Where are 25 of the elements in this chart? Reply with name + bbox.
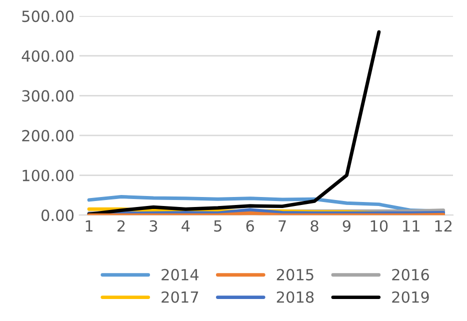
line-series: [87, 30, 381, 216]
x-tick-label: 5: [214, 220, 222, 232]
y-tick-label: 0.00: [42, 210, 74, 222]
x-tick-label: 3: [150, 220, 158, 232]
legend-label: 2016: [392, 268, 429, 280]
legend-label: 2018: [276, 291, 314, 303]
y-tick-label: 500.00: [22, 10, 74, 22]
x-tick-label: 1: [86, 220, 92, 232]
legend-label: 2014: [162, 268, 199, 280]
legend-label: 2017: [162, 291, 198, 303]
x-tick-label: 7: [278, 220, 286, 232]
x-tick-label: 8: [310, 220, 318, 232]
legend-label: 2019: [392, 291, 429, 303]
x-tick-label: 12: [435, 220, 452, 232]
y-tick-label: 100.00: [22, 170, 74, 182]
x-tick-label: 2: [118, 220, 125, 232]
x-tick-label: 10: [370, 220, 388, 232]
x-tick-label: 4: [182, 220, 190, 232]
legend-label: 2015: [276, 268, 314, 280]
y-tick-label: 400.00: [22, 50, 74, 62]
x-tick-label: 9: [342, 220, 350, 232]
y-tick-label: 300.00: [22, 90, 74, 102]
y-tick-label: 200.00: [22, 130, 74, 142]
x-tick-label: 11: [403, 220, 420, 232]
x-tick-label: 6: [246, 220, 254, 232]
